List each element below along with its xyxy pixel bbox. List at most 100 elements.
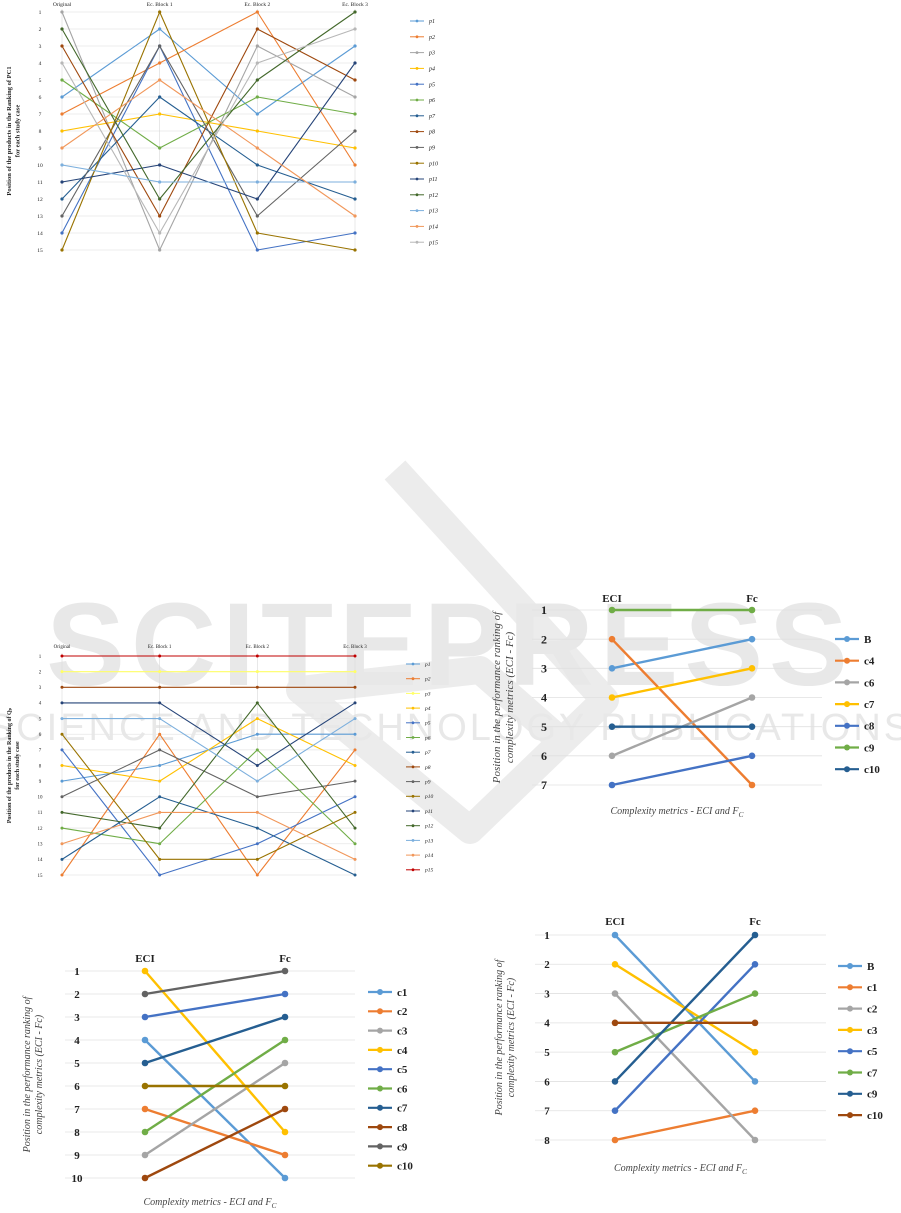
legend-marker-p6 — [411, 736, 415, 739]
legend-label-c4: c4 — [397, 1045, 408, 1057]
data-point-c8 — [748, 752, 756, 760]
data-point-p12 — [255, 78, 259, 82]
y-tick-label: 7 — [541, 778, 547, 792]
legend-marker-c10 — [844, 766, 850, 773]
y-tick-label: 5 — [544, 1047, 550, 1059]
legend-label-p10: p10 — [428, 161, 438, 167]
y-axis-title: Position in the performance ranking of co… — [494, 958, 517, 1116]
data-point-p15 — [255, 61, 259, 65]
legend-label-c6: c6 — [864, 677, 875, 689]
data-point-p15 — [158, 654, 162, 658]
legend-marker-c3 — [377, 1027, 383, 1034]
y-tick-label: 15 — [37, 248, 43, 254]
data-point-p5 — [353, 795, 357, 799]
data-point-p11 — [60, 701, 64, 705]
data-point-c9 — [608, 606, 616, 614]
data-point-p14 — [255, 146, 259, 150]
data-point-p4 — [353, 146, 357, 150]
data-point-p14 — [158, 810, 162, 814]
series-line-c7 — [144, 1015, 286, 1065]
y-tick-label: 4 — [74, 1035, 80, 1047]
legend-label-p14: p14 — [424, 852, 434, 859]
legend-label-c7: c7 — [397, 1103, 408, 1115]
data-point-p1 — [255, 732, 259, 736]
data-point-p10 — [353, 248, 357, 252]
data-point-c10 — [608, 723, 616, 730]
series-line-c3 — [144, 1061, 286, 1157]
data-point-p13 — [255, 180, 259, 184]
data-point-p8 — [353, 685, 357, 689]
y-tick-label: 7 — [39, 749, 42, 754]
x-axis-title: Complexity metrics - ECI and FC — [610, 806, 744, 819]
legend-marker-c4 — [377, 1046, 383, 1053]
data-point-p13 — [255, 779, 259, 783]
y-axis-title: Position in the performance ranking of co… — [22, 995, 45, 1153]
data-point-p14 — [158, 78, 162, 82]
data-point-p2 — [353, 163, 357, 167]
legend-label-c3: c3 — [397, 1025, 408, 1037]
data-point-c7 — [611, 1048, 619, 1056]
data-point-p6 — [60, 78, 64, 82]
legend-marker-p15 — [411, 868, 415, 872]
y-axis-title: Position in the performance ranking of co… — [491, 610, 516, 784]
y-axis-title: Position of the products in the Ranking … — [6, 66, 22, 195]
legend-label-p3: p3 — [424, 691, 431, 697]
y-axis-title-line1: Position in the performance ranking of — [494, 958, 505, 1116]
legend-marker-c5 — [377, 1066, 383, 1073]
column-label: Ec. Block 1 — [147, 2, 173, 8]
x-axis-title-subscript: C — [272, 1201, 278, 1210]
data-point-p10 — [158, 857, 162, 861]
data-point-p9 — [353, 129, 357, 133]
legend-marker-p5 — [411, 721, 415, 725]
data-point-p7 — [255, 163, 259, 167]
y-tick-label: 6 — [544, 1076, 550, 1088]
data-point-p13 — [60, 163, 64, 167]
legend-marker-p1 — [415, 19, 419, 23]
data-point-c8 — [141, 1174, 149, 1182]
legend-label-c10: c10 — [864, 764, 880, 776]
y-tick-label: 6 — [74, 1081, 80, 1093]
y-tick-label: 4 — [39, 61, 42, 67]
series-line-p13 — [61, 164, 355, 183]
data-point-p7 — [60, 197, 64, 201]
data-point-c2 — [281, 1151, 289, 1159]
data-point-p7 — [353, 197, 357, 201]
x-axis-title-main: Complexity metrics - ECI and F — [610, 806, 739, 817]
data-point-p10 — [60, 248, 64, 252]
legend-label-p5: p5 — [428, 82, 435, 88]
x-axis-title-main: Complexity metrics - ECI and F — [614, 1163, 743, 1174]
column-label: Original — [54, 645, 71, 650]
data-point-p12 — [353, 826, 357, 830]
data-point-p4 — [158, 112, 162, 116]
series-line-p12 — [61, 702, 356, 829]
legend-marker-p2 — [411, 677, 415, 681]
y-tick-label: 9 — [39, 780, 42, 785]
data-point-p1 — [353, 732, 357, 736]
data-point-p8 — [255, 27, 259, 31]
series-line-p7 — [61, 796, 356, 876]
legend-label-c9: c9 — [867, 1089, 878, 1101]
y-tick-label: 2 — [39, 27, 42, 33]
data-point-p12 — [353, 10, 357, 14]
data-point-p6 — [158, 842, 162, 846]
y-tick-label: 14 — [38, 858, 44, 863]
data-point-c10 — [751, 1019, 759, 1027]
data-point-p15 — [60, 61, 64, 65]
data-point-p3 — [353, 95, 357, 99]
data-point-p8 — [60, 44, 64, 48]
legend-label-c5: c5 — [867, 1046, 878, 1058]
column-label: ECI — [602, 593, 622, 605]
x-axis-title-subscript: C — [742, 1167, 748, 1176]
data-point-c1 — [141, 1036, 149, 1044]
column-label: ECI — [605, 916, 625, 928]
legend-label-p10: p10 — [424, 794, 434, 800]
y-tick-label: 1 — [541, 603, 547, 617]
data-point-p5 — [353, 231, 357, 235]
y-tick-label: 1 — [39, 655, 42, 660]
y-tick-label: 8 — [39, 764, 42, 769]
y-tick-label: 3 — [541, 662, 547, 676]
legend-marker-p3 — [415, 51, 419, 54]
data-point-p1 — [60, 779, 64, 783]
series-line-p14 — [61, 79, 356, 217]
data-point-p10 — [255, 231, 259, 235]
